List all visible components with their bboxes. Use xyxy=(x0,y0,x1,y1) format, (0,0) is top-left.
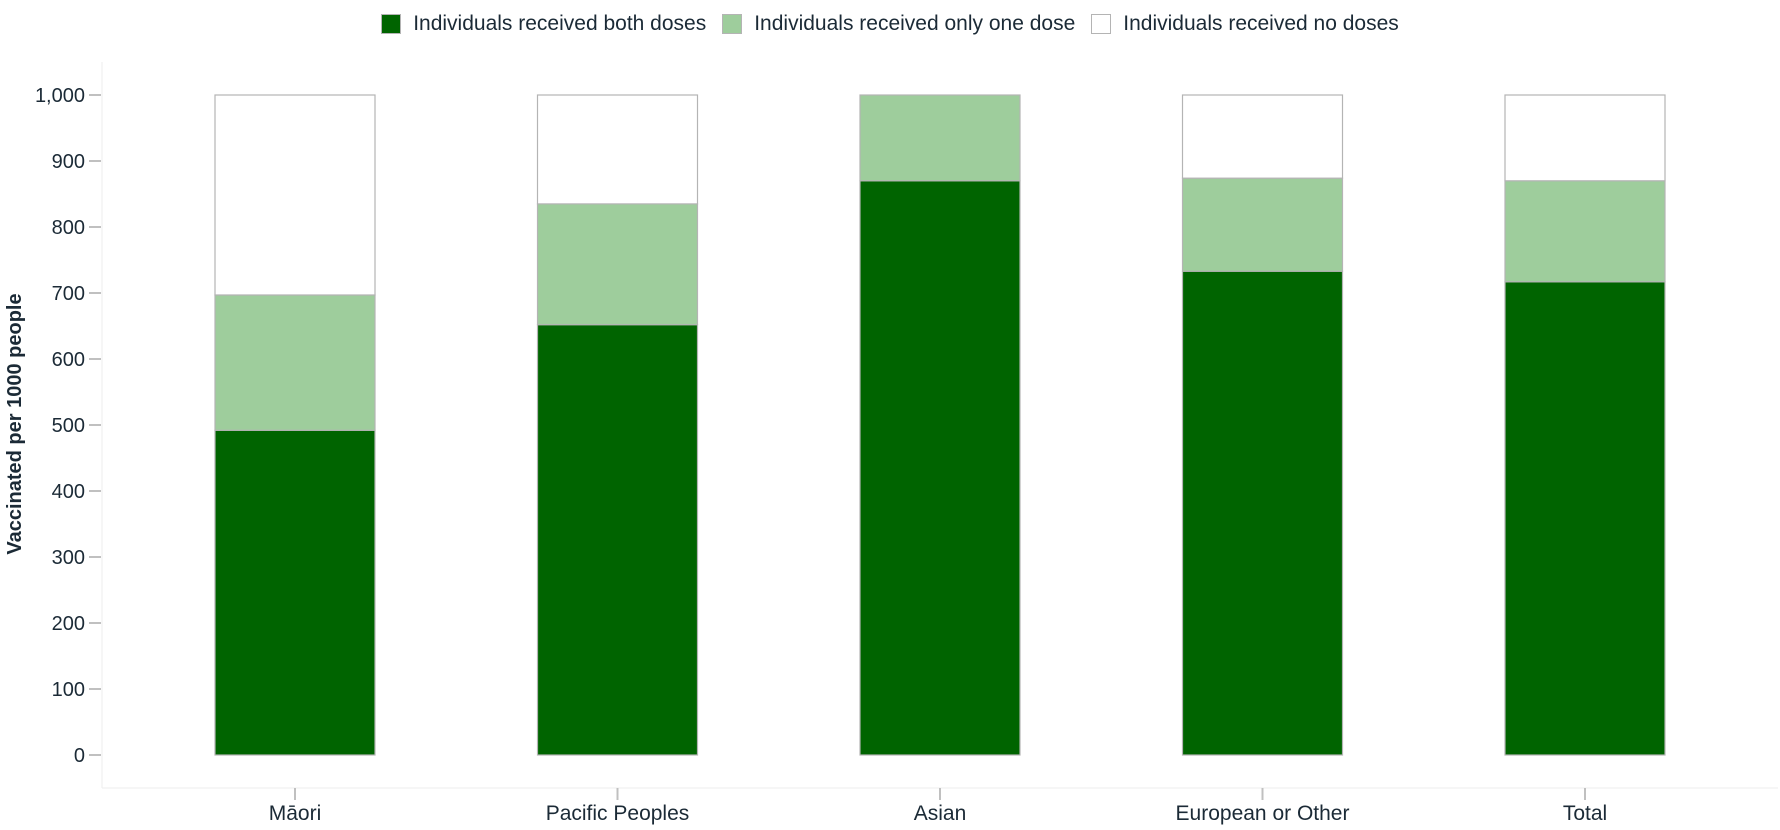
legend-label-both-doses: Individuals received both doses xyxy=(413,12,707,35)
bar-segment-both-doses xyxy=(859,180,1021,756)
x-tick-label: Asian xyxy=(914,802,967,825)
y-tick-label: 300 xyxy=(52,547,85,569)
y-tick-label: 1,000 xyxy=(35,85,85,107)
legend: Individuals received both doses Individu… xyxy=(0,12,1780,36)
bar-segment-no-doses xyxy=(214,94,376,296)
y-tick-label: 800 xyxy=(52,217,85,239)
y-ticks: 0 100 200 300 400 500 600 700 800 900 1,000 xyxy=(35,85,101,767)
bar-segment-one-dose xyxy=(859,94,1021,182)
bar-segment-no-doses xyxy=(1181,94,1344,179)
bar-segment-both-doses xyxy=(214,429,376,756)
x-tick-label: European or Other xyxy=(1176,802,1350,825)
y-tick-label: 400 xyxy=(52,481,85,503)
y-tick-label: 200 xyxy=(52,613,85,635)
x-ticks: Māori Pacific Peoples Asian European or Oth… xyxy=(269,788,1607,825)
y-tick-label: 600 xyxy=(52,349,85,371)
bar-segment-no-doses xyxy=(1504,94,1666,182)
legend-label-no-doses: Individuals received no doses xyxy=(1123,12,1399,35)
legend-item-both-doses[interactable]: Individuals received both doses xyxy=(381,12,706,36)
bar-segment-one-dose xyxy=(1504,180,1666,283)
bar-segment-one-dose xyxy=(214,294,376,431)
bar-segment-both-doses xyxy=(1504,281,1666,756)
legend-item-one-dose[interactable]: Individuals received only one dose xyxy=(722,12,1075,36)
bar-segment-both-doses xyxy=(1181,270,1344,756)
bar-segment-one-dose xyxy=(536,203,699,326)
bar-segment-one-dose xyxy=(1181,177,1344,272)
y-axis-label: Vaccinated per 1000 people xyxy=(4,293,26,554)
x-tick-label: Māori xyxy=(269,802,322,825)
legend-swatch-no-doses xyxy=(1091,14,1112,34)
legend-item-no-doses[interactable]: Individuals received no doses xyxy=(1091,12,1399,36)
bar-segment-no-doses xyxy=(536,94,699,205)
bars xyxy=(214,94,1666,756)
y-tick-label: 700 xyxy=(52,283,85,305)
y-tick-label: 900 xyxy=(52,151,85,173)
bar-segment-both-doses xyxy=(536,324,699,756)
x-tick-label: Pacific Peoples xyxy=(546,802,690,825)
legend-swatch-one-dose xyxy=(722,14,743,34)
legend-swatch-both-doses xyxy=(381,14,402,34)
legend-label-one-dose: Individuals received only one dose xyxy=(754,12,1076,35)
y-tick-label: 100 xyxy=(52,679,85,701)
y-tick-label: 0 xyxy=(74,745,85,767)
y-tick-label: 500 xyxy=(52,415,85,437)
x-tick-label: Total xyxy=(1563,802,1607,825)
